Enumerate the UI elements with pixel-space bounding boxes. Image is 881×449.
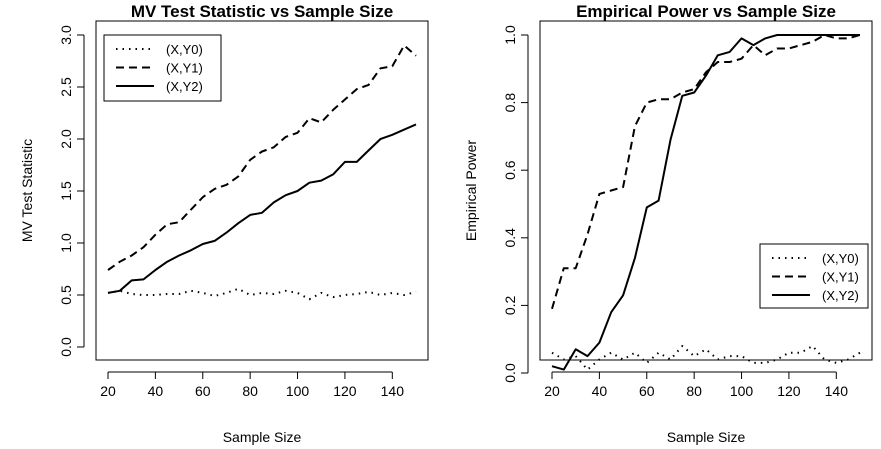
legend-label: (X,Y2)	[166, 79, 203, 94]
y-tick-label: 2.0	[58, 129, 74, 149]
plot-area	[95, 20, 429, 361]
y-axis-label: MV Test Statistic	[19, 139, 35, 242]
y-tick-label: 1.5	[58, 181, 74, 201]
legend-label: (X,Y2)	[822, 288, 859, 303]
y-tick-label: 0.8	[502, 93, 518, 113]
x-tick-label: 140	[825, 383, 849, 399]
y-tick-label: 0.2	[502, 295, 518, 315]
y-tick-label: 3.0	[58, 25, 74, 45]
x-tick-label: 140	[381, 383, 405, 399]
series-line-dashed	[551, 34, 861, 310]
y-tick-label: 1.0	[58, 233, 74, 253]
y-tick-label: 1.0	[502, 25, 518, 45]
series-line-dotted	[107, 287, 417, 301]
legend-box	[103, 34, 222, 102]
x-tick-label: 120	[333, 383, 357, 399]
y-tick-label: 0.4	[502, 228, 518, 248]
legend: (X,Y0) (X,Y1) (X,Y2)	[759, 243, 869, 309]
legend-label: (X,Y1)	[822, 270, 859, 285]
plot-area	[539, 20, 873, 361]
x-axis-label: Sample Size	[667, 429, 746, 445]
x-tick-label: 100	[730, 383, 754, 399]
chart-panel-2: Empirical Power vs Sample Size 20 40 60 80 10…	[463, 2, 873, 445]
y-tick-label: 0.0	[58, 337, 74, 357]
x-tick-label: 80	[242, 383, 258, 399]
x-tick-label: 60	[195, 383, 211, 399]
series-line-dotted	[551, 345, 861, 371]
chart-title: Empirical Power vs Sample Size	[576, 2, 836, 21]
x-tick-label: 20	[100, 383, 116, 399]
y-axis-label: Empirical Power	[463, 140, 479, 241]
y-tick-label: 0.0	[502, 363, 518, 383]
x-tick-label: 120	[777, 383, 801, 399]
x-tick-label: 60	[639, 383, 655, 399]
series-line-dashed	[107, 44, 417, 271]
legend-label: (X,Y0)	[822, 251, 859, 266]
y-tick-label: 0.5	[58, 285, 74, 305]
x-axis-label: Sample Size	[223, 429, 302, 445]
x-tick-label: 20	[544, 383, 560, 399]
legend-label: (X,Y0)	[166, 42, 203, 57]
y-tick-label: 2.5	[58, 77, 74, 97]
series-line-solid	[551, 34, 860, 371]
x-tick-label: 40	[148, 383, 164, 399]
x-tick-label: 100	[286, 383, 310, 399]
legend: (X,Y0) (X,Y1) (X,Y2)	[103, 34, 222, 102]
y-tick-label: 0.6	[502, 160, 518, 180]
chart-title: MV Test Statistic vs Sample Size	[131, 2, 393, 21]
legend-label: (X,Y1)	[166, 61, 203, 76]
chart-panel-1: MV Test Statistic vs Sample Size 20 40 60 80…	[19, 2, 429, 445]
series-line-solid	[107, 123, 417, 294]
x-tick-label: 80	[686, 383, 702, 399]
x-tick-label: 40	[592, 383, 608, 399]
